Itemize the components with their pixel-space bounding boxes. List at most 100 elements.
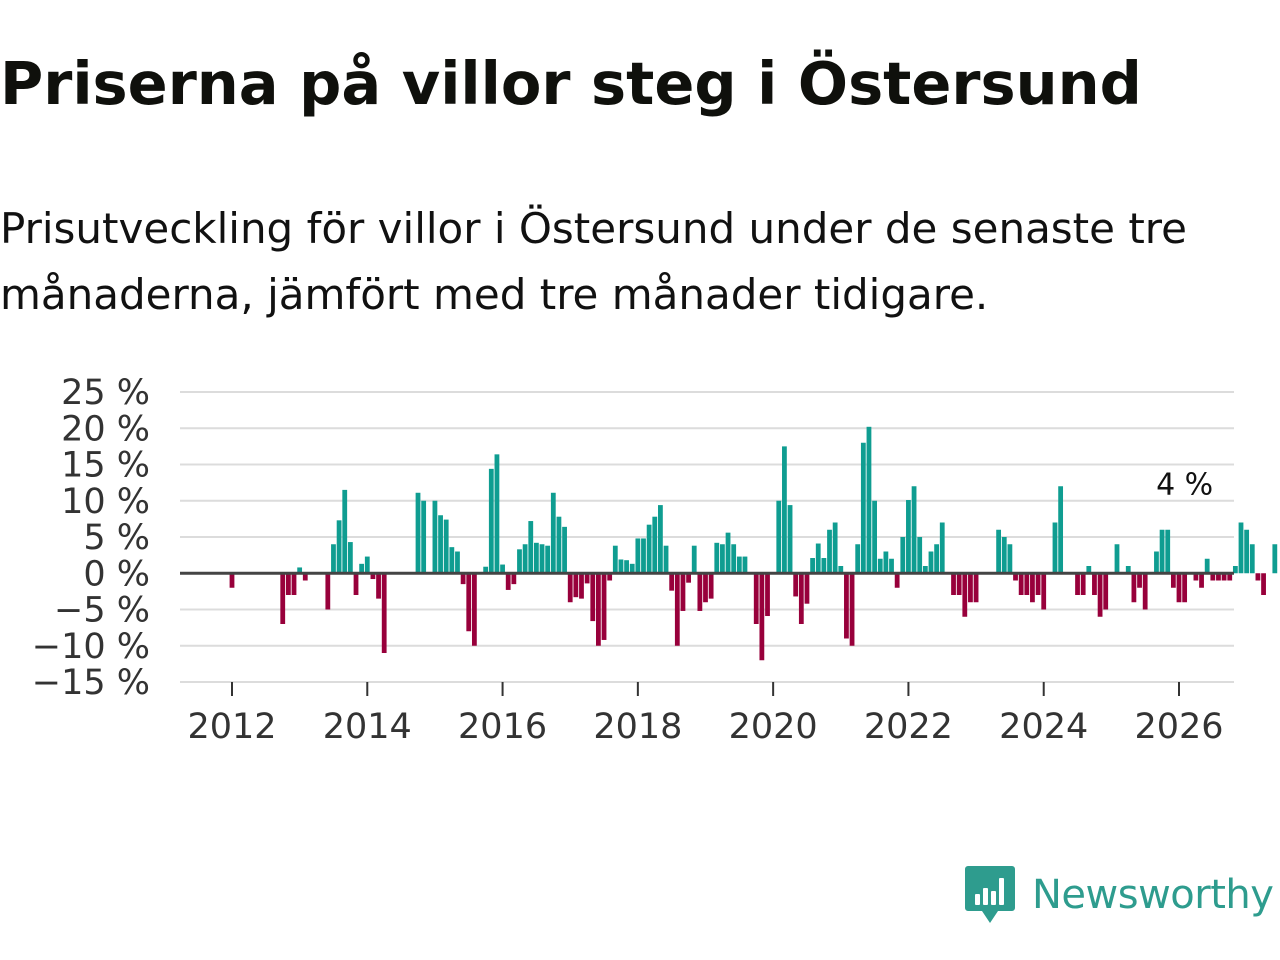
- bar: [1018, 573, 1024, 595]
- bar: [528, 521, 534, 574]
- bar: [629, 563, 635, 574]
- bar: [708, 573, 714, 599]
- newsworthy-logo-icon: [965, 866, 1015, 923]
- bar: [1272, 544, 1278, 574]
- bar: [359, 563, 365, 574]
- bar: [1125, 566, 1131, 574]
- bar: [1024, 573, 1030, 595]
- bar: [567, 573, 573, 603]
- bar: [522, 544, 528, 574]
- bar: [415, 492, 421, 574]
- bar: [1035, 573, 1041, 595]
- bar: [635, 538, 641, 574]
- bar: [1176, 573, 1182, 603]
- y-tick-label: −15 %: [32, 663, 150, 703]
- bar: [742, 556, 748, 574]
- bar: [787, 505, 793, 574]
- bar: [488, 468, 494, 574]
- bar: [325, 573, 331, 610]
- bar: [545, 545, 551, 574]
- bar: [1097, 573, 1103, 617]
- bar: [669, 573, 675, 591]
- bar: [663, 545, 669, 574]
- bar: [782, 446, 787, 574]
- x-tick-label: 2018: [593, 707, 682, 747]
- bar: [1182, 573, 1188, 603]
- bars: [229, 426, 1278, 661]
- bar: [511, 573, 517, 585]
- bar: [962, 573, 968, 617]
- y-tick-label: 20 %: [61, 409, 150, 449]
- bar: [793, 573, 799, 597]
- x-tick-label: 2024: [999, 707, 1088, 747]
- bar: [1244, 529, 1250, 574]
- bar: [776, 500, 782, 574]
- bar: [471, 573, 477, 646]
- y-tick-label: 5 %: [83, 518, 150, 558]
- bar: [483, 566, 489, 574]
- bar: [883, 551, 889, 574]
- newsworthy-logo[interactable]: Newsworthy: [964, 864, 1274, 926]
- bar: [517, 549, 522, 574]
- bar: [438, 515, 443, 574]
- bar: [956, 573, 962, 595]
- bar: [832, 522, 838, 574]
- bar: [534, 542, 539, 574]
- bar: [505, 573, 511, 590]
- bar: [697, 573, 703, 611]
- bar: [877, 558, 883, 574]
- bar: [1170, 573, 1176, 588]
- bar: [934, 544, 940, 574]
- bar: [714, 542, 720, 574]
- bar: [1165, 529, 1171, 574]
- y-tick-label: 10 %: [61, 482, 150, 522]
- bar: [1080, 573, 1086, 595]
- bar: [838, 566, 844, 574]
- bar: [364, 556, 370, 574]
- bar: [455, 551, 460, 574]
- bar: [449, 547, 455, 574]
- bar: [720, 544, 725, 574]
- bar: [973, 573, 979, 603]
- bar: [1221, 573, 1227, 581]
- bar: [1193, 573, 1199, 581]
- bar: [691, 545, 697, 574]
- bar: [1030, 573, 1035, 603]
- bar: [815, 543, 821, 574]
- bar: [894, 573, 900, 588]
- bar: [911, 486, 917, 574]
- bar: [466, 573, 472, 632]
- bar: [342, 489, 348, 574]
- grid-lines: [180, 391, 1234, 683]
- bar: [590, 573, 596, 622]
- bar: [1204, 558, 1210, 574]
- bar: [1142, 573, 1148, 610]
- bar: [798, 573, 804, 624]
- bar: [872, 500, 877, 574]
- x-tick-label: 2014: [323, 707, 412, 747]
- bar: [844, 573, 849, 639]
- bar: [539, 544, 545, 574]
- bar: [432, 500, 438, 574]
- bar: [658, 505, 663, 574]
- bar: [601, 573, 607, 640]
- bar: [624, 560, 629, 574]
- bar: [652, 516, 658, 574]
- bar: [381, 573, 387, 653]
- bar: [1075, 573, 1080, 595]
- bar: [370, 573, 376, 580]
- bar: [1041, 573, 1047, 610]
- page-subtitle: Prisutveckling för villor i Östersund un…: [0, 204, 1187, 319]
- bar: [562, 526, 567, 574]
- y-tick-label: 15 %: [61, 446, 150, 486]
- bar: [810, 558, 815, 574]
- bar: [1013, 573, 1018, 581]
- bar: [353, 573, 359, 595]
- bar: [680, 573, 686, 611]
- bar: [951, 573, 956, 595]
- bar: [347, 542, 353, 574]
- bar: [579, 573, 584, 599]
- bar: [821, 558, 827, 574]
- bar: [759, 573, 765, 661]
- bar: [860, 442, 866, 574]
